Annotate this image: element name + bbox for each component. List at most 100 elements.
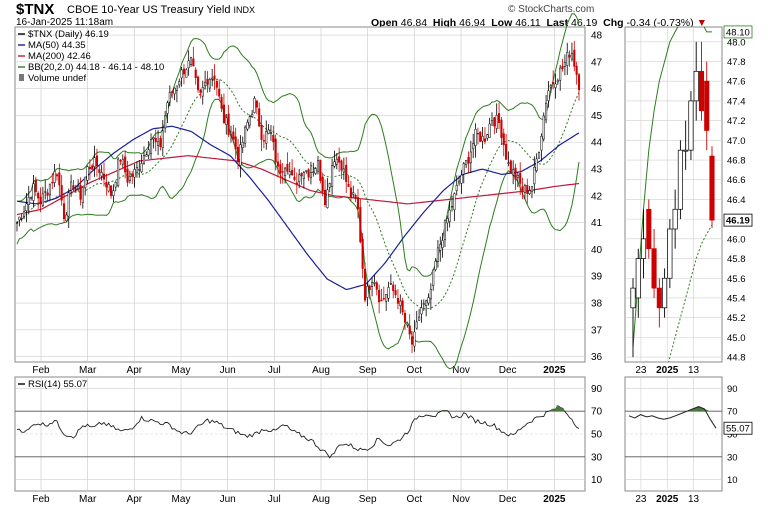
price-candle-body [229, 134, 233, 137]
price-candle-body [512, 169, 515, 176]
price-candle-body [465, 159, 468, 166]
price-candle-body [481, 135, 484, 142]
price-candle-body [30, 197, 33, 199]
x-tick-label: Mar [79, 365, 97, 376]
price-candle-body [472, 143, 475, 150]
rsi-y-tick-label: 70 [591, 407, 603, 418]
price-candle-body [436, 247, 439, 262]
price-candle-body [488, 123, 491, 138]
zoom-y-tick-label: 46.6 [727, 175, 746, 186]
price-candle-body [331, 165, 334, 187]
price-candle-body [133, 169, 136, 178]
price-candle-body [429, 289, 432, 300]
chg-value: -0.34 (-0.73%) [626, 17, 694, 29]
x-tick-label: Apr [127, 365, 143, 376]
zoom-x-tick-label: 2025 [656, 365, 679, 376]
price-candle-body [138, 169, 141, 171]
price-candle-body [505, 143, 508, 160]
price-candle-body [441, 240, 444, 248]
price-candle-body [328, 183, 331, 188]
price-candle-body [408, 325, 411, 335]
x-tick-label: Sep [359, 494, 377, 505]
price-candle-body [44, 191, 47, 193]
price-candle-body [366, 285, 369, 298]
price-candle-body [399, 300, 402, 306]
y-tick-label: 40 [591, 245, 603, 256]
price-candle-body [432, 269, 435, 286]
price-candle-body [530, 186, 534, 192]
zoom-y-tick-label: 46.8 [727, 156, 746, 167]
price-candle-body [521, 186, 524, 191]
price-candle-body [295, 182, 298, 185]
price-candle-body [361, 238, 364, 269]
price-candle-body [568, 54, 571, 58]
rsi-y-tick-label: 50 [591, 430, 603, 441]
price-candle-body [232, 131, 235, 140]
zoom-candle-body [662, 277, 668, 309]
price-candle-body [110, 185, 113, 196]
price-candle-body [194, 69, 197, 79]
price-candle-body [149, 139, 153, 154]
price-candle-body [406, 323, 409, 326]
price-candle-body [152, 137, 155, 140]
price-candle-body [239, 144, 242, 166]
x-tick-label: Apr [127, 494, 143, 505]
zoom-bb-upper-line [632, 27, 712, 348]
price-candle-body [387, 287, 390, 299]
price-candle-body [356, 197, 360, 210]
price-candle-body [460, 174, 463, 184]
source-credit: © StockCharts.com [508, 4, 595, 15]
price-candle-body [373, 282, 376, 284]
price-candle-body [312, 171, 315, 173]
price-candle-body [363, 268, 367, 301]
price-candle-body [450, 206, 454, 208]
current-rsi-label: 55.07 [726, 424, 750, 435]
price-candle-body [453, 193, 456, 211]
price-candle-body [469, 151, 472, 164]
price-candle-body [490, 120, 494, 126]
price-candle-body [72, 185, 75, 190]
price-candle-body [495, 114, 498, 129]
price-candle-body [443, 219, 447, 240]
price-candle-body [189, 56, 193, 65]
price-candle-body [458, 180, 461, 184]
price-candle-body [117, 158, 120, 186]
price-candle-body [147, 149, 150, 156]
price-candle-body [403, 312, 407, 323]
x-tick-label: Sep [359, 365, 377, 376]
x-tick-label: Nov [452, 494, 470, 505]
zoom-candle-body [635, 258, 641, 299]
price-candle-body [60, 185, 63, 201]
price-candle-body [269, 132, 273, 134]
price-candle-body [55, 174, 59, 177]
price-candle-body [476, 132, 479, 135]
price-candle-body [413, 331, 416, 347]
price-candle-body [258, 108, 261, 127]
x-tick-label: Aug [312, 494, 330, 505]
x-tick-label: May [172, 365, 191, 376]
down-arrow-icon: ▼ [696, 17, 707, 29]
price-candle-body [48, 184, 51, 196]
price-candle-body [27, 197, 30, 205]
price-candle-body [182, 68, 186, 75]
price-candle-body [556, 80, 559, 83]
price-candle-body [342, 168, 345, 173]
symbol-description: CBOE 10-Year US Treasury Yield INDX [67, 4, 256, 16]
price-candle-body [84, 176, 87, 189]
price-candle-body [284, 167, 287, 177]
price-candle-body [91, 165, 94, 170]
price-candle-body [215, 81, 218, 88]
price-candle-body [288, 171, 291, 176]
price-candle-body [253, 98, 256, 113]
price-candle-body [382, 298, 385, 300]
price-candle-body [20, 217, 23, 220]
price-candle-body [135, 167, 138, 173]
price-candle-body [378, 289, 381, 303]
price-candle-body [293, 176, 296, 180]
y-tick-label: 45 [591, 111, 603, 122]
zoom-y-tick-label: 45.2 [727, 313, 746, 324]
x-tick-label: Oct [407, 494, 423, 505]
high-value: 46.94 [459, 17, 486, 29]
zoom-rsi-line [628, 406, 717, 429]
y-tick-label: 48 [591, 31, 603, 42]
